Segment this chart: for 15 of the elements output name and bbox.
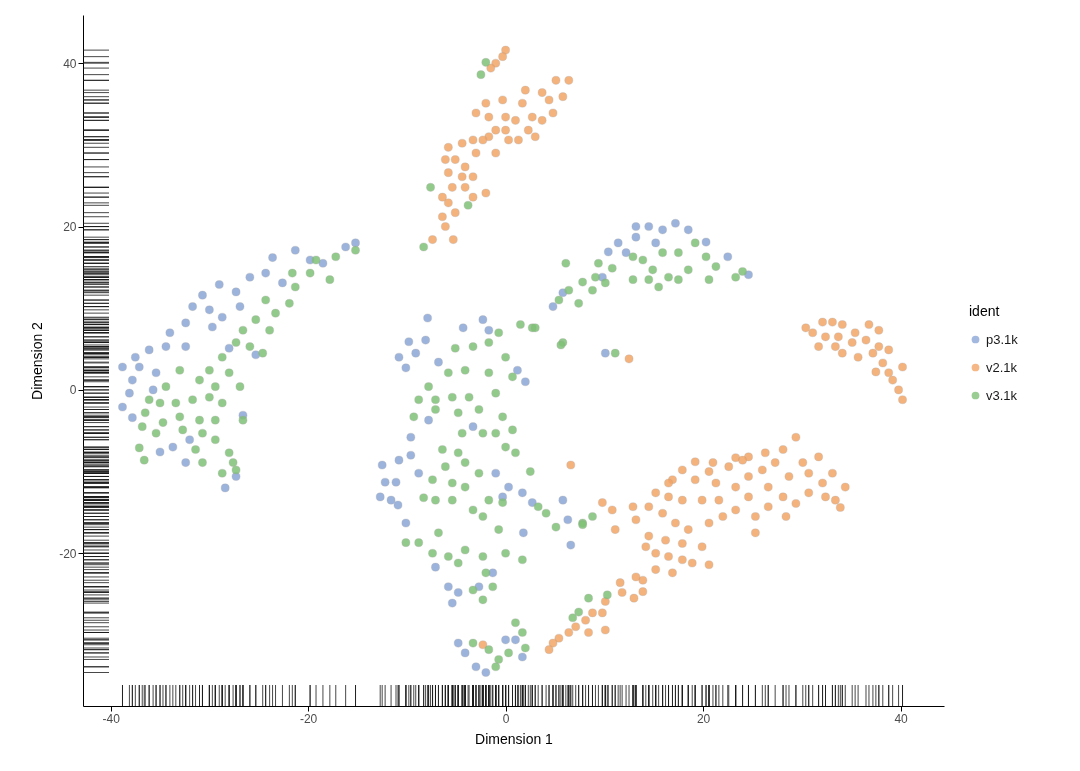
x-axis-title: Dimension 1 [475, 730, 554, 747]
y-tick-label: 20 [63, 220, 77, 235]
y-axis-title: Dimension 2 [29, 321, 46, 400]
y-tick-label: 0 [69, 383, 77, 398]
x-tick-label: 20 [696, 711, 711, 726]
x-tick-label: 0 [502, 711, 510, 726]
y-tick-label: -20 [59, 546, 77, 561]
x-tick-label: -20 [299, 711, 318, 726]
legend-title: ident [969, 303, 1000, 319]
y-tick-label: 40 [63, 56, 77, 71]
legend-label: p3.1k [986, 331, 1019, 347]
x-tick-label: -40 [102, 711, 121, 726]
x-tick-label: 40 [894, 711, 909, 726]
legend-label: v3.1k [986, 387, 1018, 403]
legend-label: v2.1k [986, 359, 1018, 375]
